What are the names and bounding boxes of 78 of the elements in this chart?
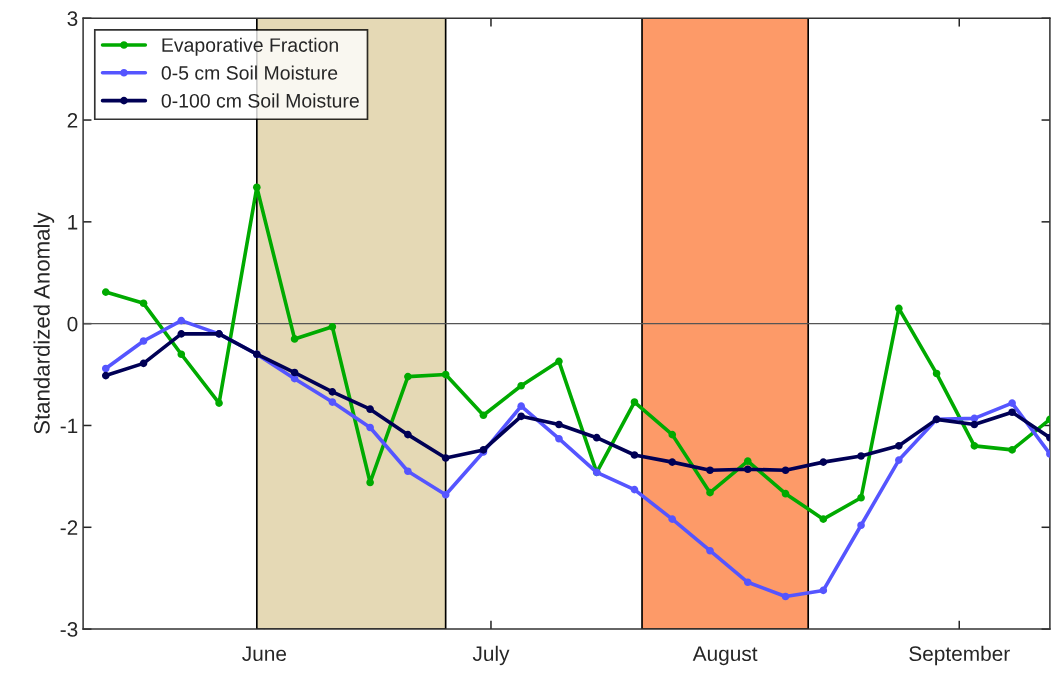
point: [743, 578, 752, 587]
point: [857, 452, 865, 460]
point: [441, 490, 450, 499]
point: [970, 420, 979, 429]
point: [895, 304, 903, 313]
point: [630, 451, 639, 459]
point: [177, 316, 186, 325]
point: [404, 372, 412, 381]
x-tick-label: June: [242, 646, 287, 662]
x-tick-label: September: [909, 645, 1010, 666]
point: [706, 466, 714, 475]
point: [706, 546, 714, 555]
point: [441, 454, 450, 462]
point: [555, 420, 563, 429]
point: [101, 371, 110, 380]
point: [592, 433, 601, 442]
point: [177, 330, 186, 338]
point: [215, 399, 223, 407]
legend-label: 0-5 cm Soil Moisture: [161, 65, 338, 80]
point: [139, 299, 148, 308]
point: [555, 434, 563, 443]
legend-label: Evaporative Fraction: [162, 37, 338, 56]
point: [706, 488, 714, 497]
point: [517, 381, 525, 390]
point: [290, 335, 299, 343]
point: [366, 405, 374, 413]
y-tick-label: 3: [67, 11, 78, 26]
point: [404, 467, 412, 476]
point: [441, 370, 450, 379]
point: [139, 359, 148, 368]
point: [366, 423, 374, 432]
point: [857, 493, 865, 502]
point: [630, 485, 639, 494]
point: [328, 388, 337, 396]
x-tick-label: July: [472, 645, 510, 666]
y-tick-label: -3: [60, 622, 78, 637]
point: [517, 402, 525, 410]
point: [781, 489, 790, 498]
point: [328, 322, 337, 331]
point: [366, 478, 374, 487]
point: [1008, 446, 1016, 454]
y-tick-label: 1: [68, 215, 78, 230]
y-tick-label: 0: [67, 316, 78, 332]
point: [819, 458, 828, 466]
point: [1008, 408, 1016, 417]
point: [404, 430, 412, 439]
point: [743, 457, 752, 465]
point: [668, 458, 677, 466]
y-tick-label: -1: [60, 418, 78, 434]
y-tick-label: -2: [60, 520, 78, 535]
point: [139, 337, 148, 345]
point: [479, 411, 488, 420]
point: [781, 466, 790, 475]
point: [743, 465, 752, 474]
point: [253, 183, 261, 192]
point: [101, 364, 110, 373]
point: [668, 430, 677, 439]
point: [895, 442, 903, 450]
point: [328, 398, 337, 406]
y-tick-label: 2: [67, 113, 78, 128]
point: [819, 586, 828, 595]
point: [819, 515, 828, 523]
point: [555, 357, 563, 366]
point: [668, 515, 677, 523]
point: [101, 288, 110, 296]
legend-label: 0-100 cm Soil Moisture: [161, 93, 359, 108]
point: [630, 398, 639, 406]
x-tick-label: August: [692, 646, 758, 666]
y-axis-title: Standardized Anomaly: [33, 212, 55, 434]
point: [177, 350, 186, 359]
point: [857, 521, 865, 530]
point: [970, 442, 979, 450]
point: [895, 456, 903, 464]
point: [517, 412, 525, 421]
point: [1008, 399, 1016, 407]
point: [932, 369, 941, 378]
point: [781, 592, 790, 601]
point: [290, 368, 299, 377]
